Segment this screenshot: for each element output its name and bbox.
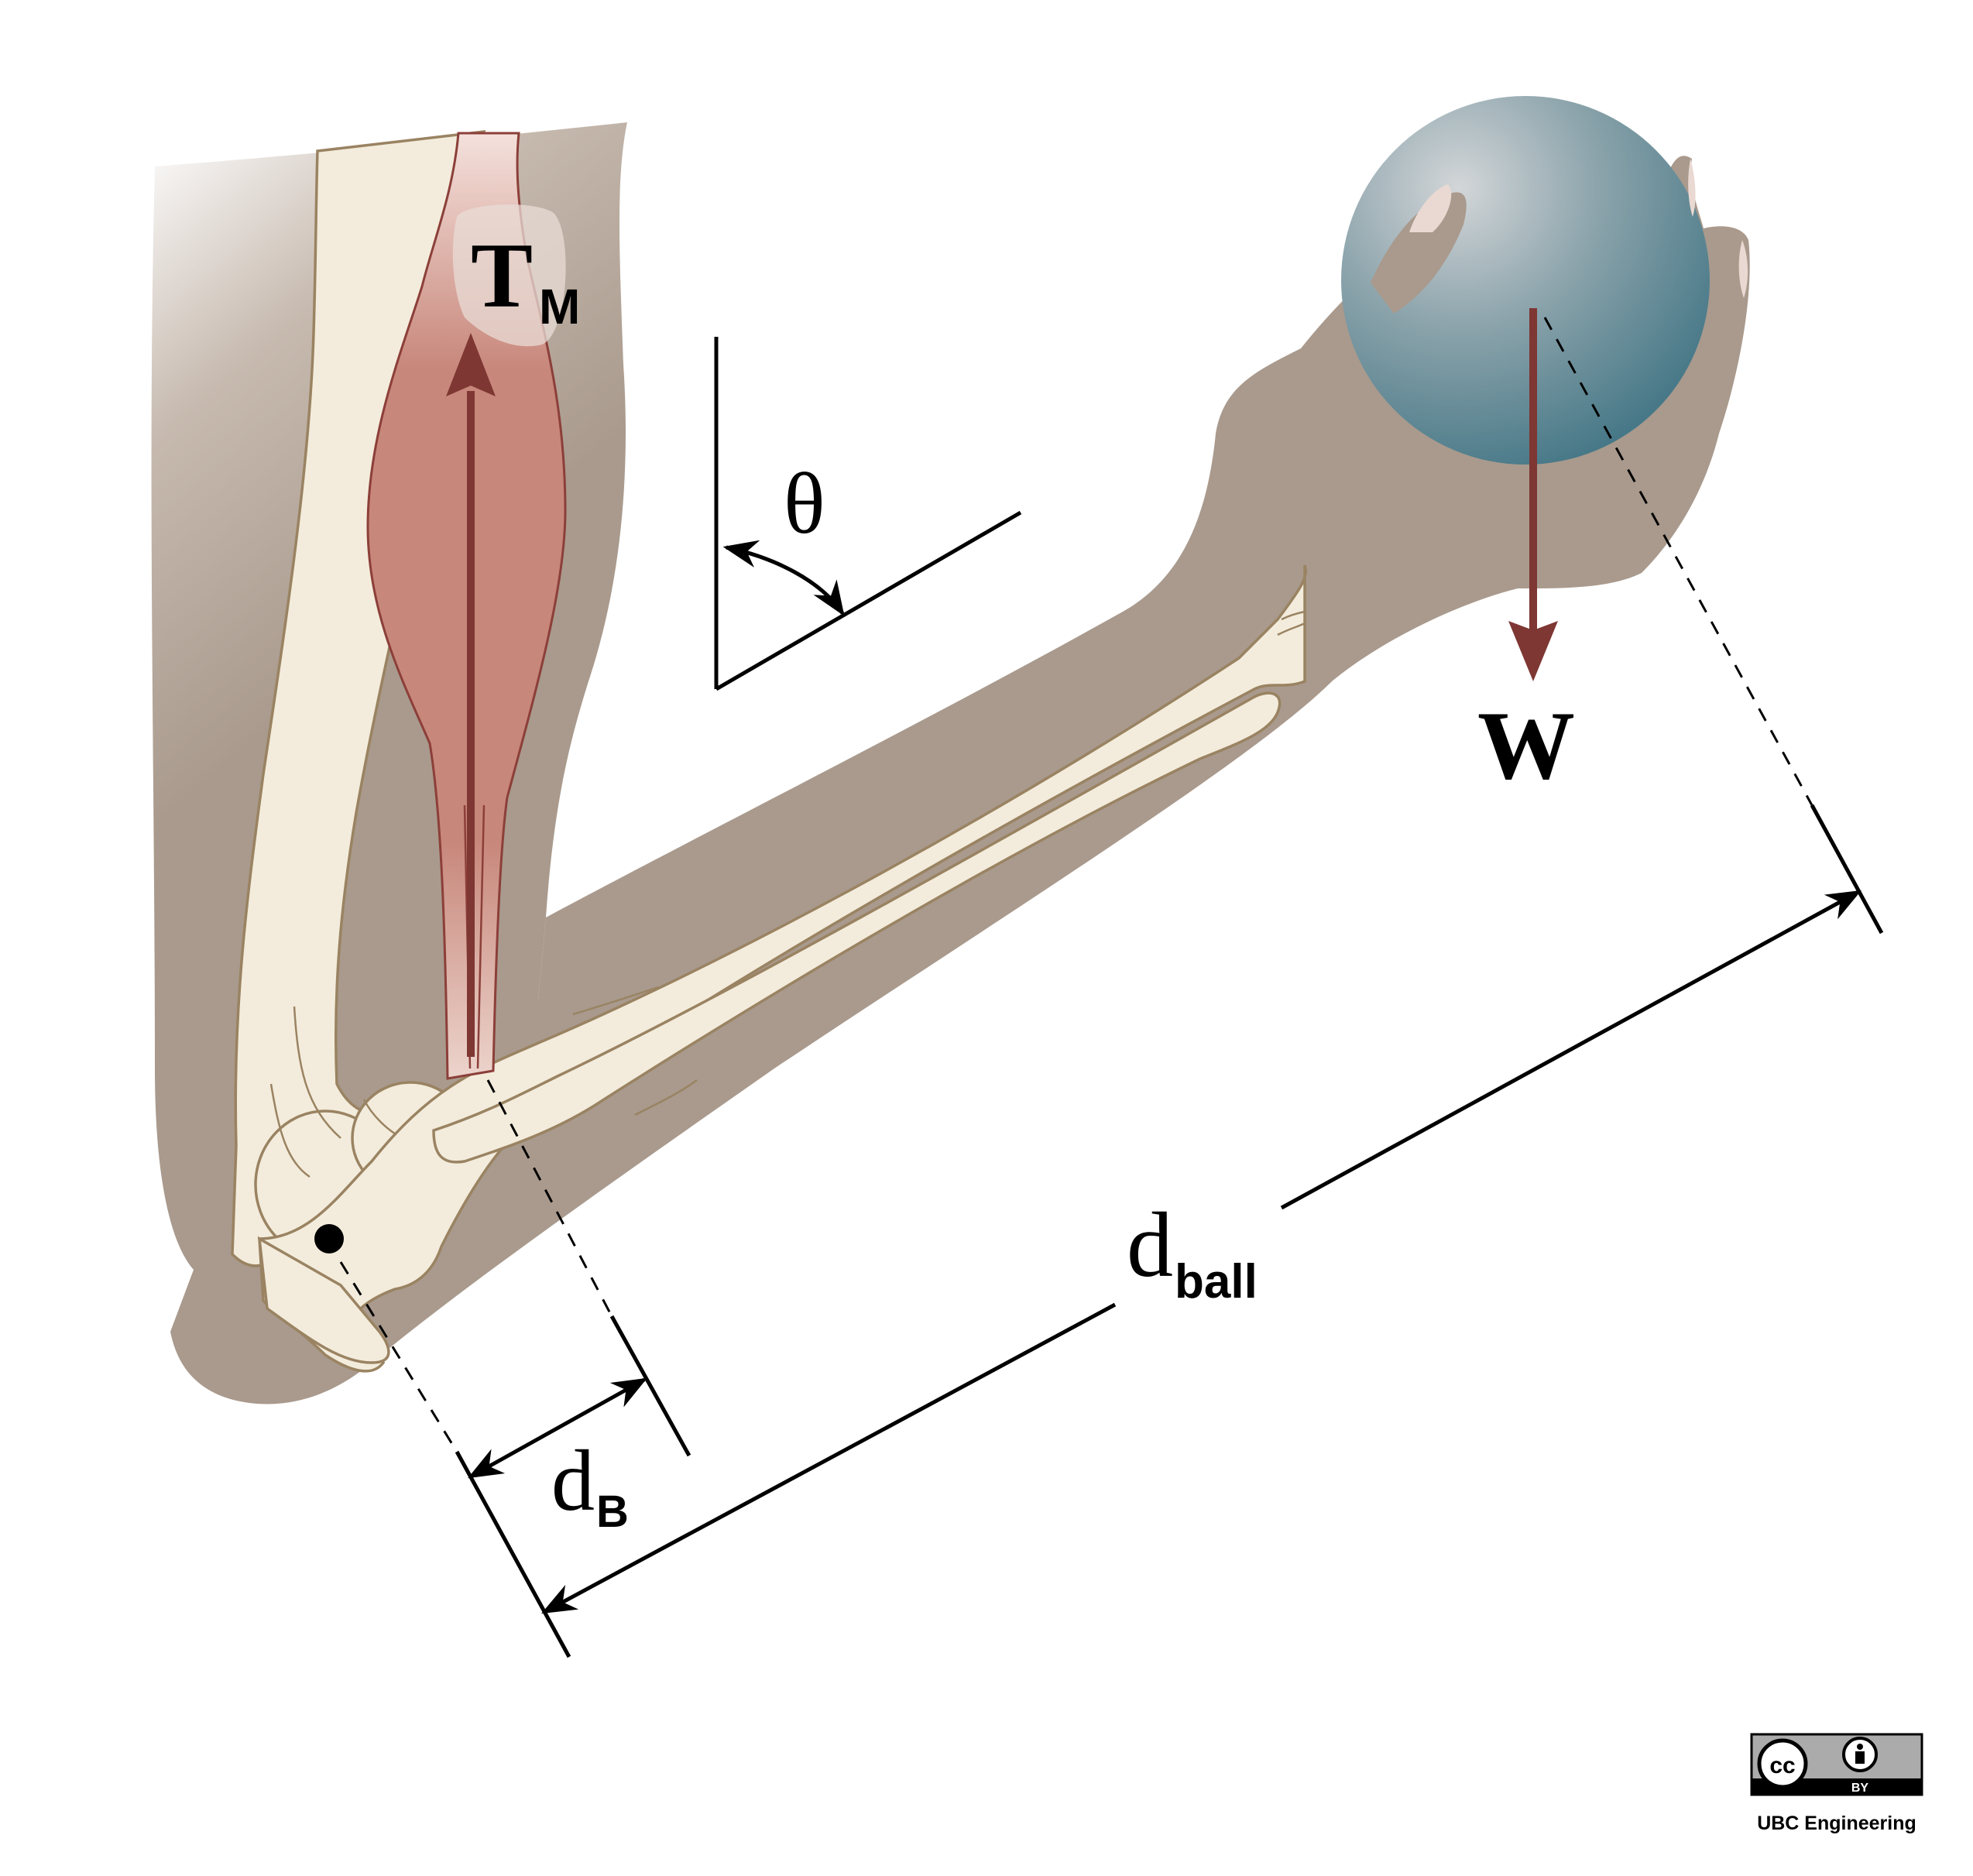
angle-construction: [714, 337, 1022, 691]
weight-extension-line: [1543, 317, 1813, 806]
fingernail-1: [1688, 159, 1696, 217]
cc-by-license-badge: cc BY: [1750, 1733, 1923, 1796]
pivot-extension-line: [339, 1261, 458, 1452]
elbow-pivot-dot: [314, 1224, 344, 1254]
credit-text: UBC Engineering: [1757, 1813, 1916, 1834]
ball-distance-symbol: d: [1127, 1193, 1173, 1296]
tm-label-highlight: [452, 204, 566, 347]
fingernail-2: [1738, 240, 1748, 298]
forearm-bone-detail: [572, 610, 1306, 1116]
ball-distance-label: dball: [1127, 1193, 1258, 1308]
muscle-force-arrow: [446, 333, 496, 1057]
biceps-muscle: [366, 132, 567, 1080]
palm: [1394, 387, 1711, 520]
cc-icon: [1757, 1738, 1808, 1789]
by-text: BY: [1851, 1782, 1869, 1795]
cc-icon-text: cc: [1769, 1753, 1795, 1778]
angle-label: θ: [784, 456, 825, 552]
muscle-force-symbol: T: [471, 224, 533, 327]
ball-distance-subscript: ball: [1175, 1255, 1258, 1308]
dimension-d-b: [455, 1315, 691, 1658]
weight-force-arrow: [1508, 308, 1558, 681]
weight-label: W: [1477, 692, 1575, 800]
thumb: [1371, 192, 1467, 314]
ball: [1341, 96, 1710, 465]
olecranon: [257, 1236, 390, 1364]
muscle-force-subscript: M: [539, 279, 580, 334]
tendon-extension-line: [486, 1079, 613, 1317]
muscle-distance-label: dB: [551, 1433, 629, 1537]
angle-arc: [722, 540, 845, 616]
muscle-distance-symbol: d: [551, 1433, 595, 1529]
radius-bone: [432, 691, 1282, 1164]
dimension-d-ball: [541, 804, 1884, 1614]
thumbnail: [1409, 184, 1452, 232]
muscle-distance-subscript: B: [596, 1487, 629, 1537]
